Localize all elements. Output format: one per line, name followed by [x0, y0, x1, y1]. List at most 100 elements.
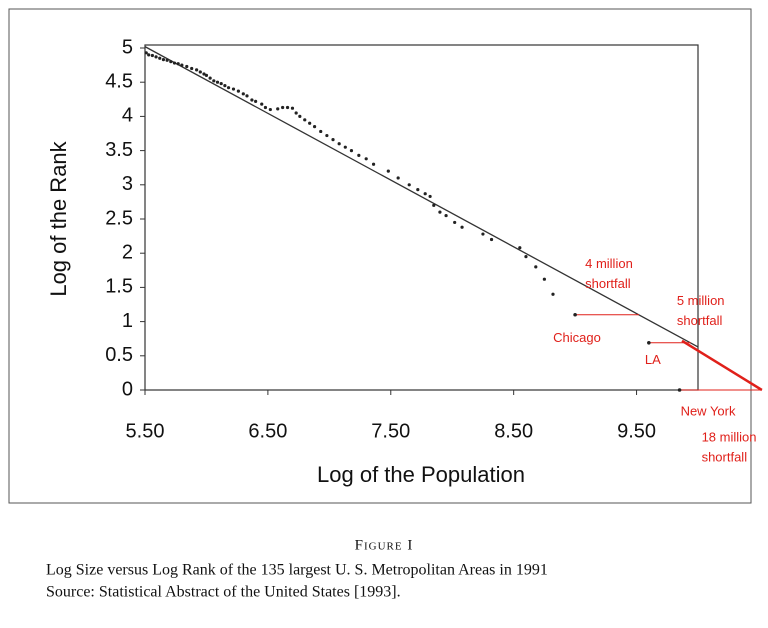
shortfall-label: 18 million [702, 429, 757, 444]
data-point [444, 213, 448, 218]
city-label: New York [681, 403, 736, 418]
data-point [165, 58, 169, 62]
data-point [319, 129, 323, 134]
shortfall-label: 5 million [677, 293, 725, 308]
data-point [481, 232, 485, 236]
data-point [254, 99, 258, 103]
data-point [219, 81, 223, 86]
highlighted-point [647, 341, 651, 345]
y-tick-label: 2 [122, 241, 133, 263]
data-point [212, 79, 216, 83]
y-tick-label: 4 [122, 105, 133, 127]
data-point [204, 73, 209, 77]
data-point [231, 87, 236, 91]
data-point [337, 142, 341, 146]
data-point [223, 84, 227, 88]
data-point [534, 265, 538, 269]
data-point [453, 220, 457, 225]
city-label: Chicago [553, 330, 601, 345]
y-tick-label: 0.5 [105, 344, 133, 366]
figure-label: Figure I [355, 537, 414, 553]
x-tick-label: 8.50 [494, 420, 533, 442]
data-point [423, 192, 427, 196]
data-point [460, 225, 464, 229]
city-label: LA [645, 352, 661, 367]
shortfall-label: shortfall [677, 313, 723, 328]
y-tick-label: 2.5 [105, 207, 133, 229]
data-point [185, 64, 189, 69]
data-point [268, 107, 272, 112]
x-tick-label: 7.50 [371, 420, 410, 442]
data-point [432, 203, 436, 207]
data-point [331, 138, 335, 142]
data-point [524, 255, 528, 259]
data-point [303, 118, 307, 122]
data-point [386, 169, 390, 173]
data-point [312, 125, 317, 129]
data-point [226, 86, 231, 90]
data-point [343, 145, 347, 149]
y-tick-label: 3 [122, 173, 133, 195]
shortfall-label: shortfall [585, 276, 631, 291]
data-point [281, 105, 285, 110]
data-point [208, 76, 212, 80]
data-point [276, 107, 280, 111]
x-tick-label: 9.50 [617, 420, 656, 442]
data-point [190, 66, 194, 71]
data-point [428, 194, 432, 199]
data-point [198, 70, 202, 74]
caption-line: Source: Statistical Abstract of the Unit… [46, 584, 401, 601]
data-point [236, 89, 240, 93]
y-axis-label: Log of the Rank [46, 140, 71, 296]
y-tick-label: 3.5 [105, 139, 133, 161]
data-point [518, 246, 522, 250]
fit-extension [681, 339, 763, 392]
data-point [542, 277, 546, 281]
data-point [154, 55, 158, 59]
x-axis-label: Log of the Population [317, 462, 525, 487]
data-point [158, 56, 162, 60]
data-point [241, 92, 245, 96]
highlighted-point [573, 312, 577, 317]
fit-line [144, 46, 699, 348]
y-tick-label: 1.5 [105, 276, 133, 298]
y-tick-label: 4.5 [105, 70, 133, 92]
data-point [172, 61, 177, 65]
x-tick-label: 5.50 [126, 420, 165, 442]
data-point [144, 51, 148, 55]
x-tick-label: 6.50 [248, 420, 287, 442]
data-point [180, 63, 184, 67]
data-point [551, 292, 555, 296]
shortfall-label: shortfall [702, 449, 748, 464]
data-point [349, 149, 354, 153]
data-point [263, 105, 268, 110]
data-point [364, 157, 368, 161]
data-point [325, 133, 329, 138]
data-point [250, 98, 254, 102]
data-point [290, 106, 295, 110]
caption-line: Log Size versus Log Rank of the 135 larg… [46, 562, 548, 579]
y-tick-label: 5 [122, 36, 133, 58]
data-point [195, 68, 199, 72]
data-point [150, 53, 154, 58]
data-point [169, 60, 173, 64]
data-point [396, 176, 400, 180]
data-point [245, 94, 249, 98]
y-tick-label: 0 [122, 378, 133, 400]
data-point [416, 187, 420, 192]
figure-frame [8, 8, 752, 504]
data-point [438, 210, 442, 214]
data-point [357, 153, 361, 157]
highlighted-point [677, 388, 682, 392]
data-point [202, 72, 206, 76]
data-point [161, 58, 166, 62]
data-point [215, 80, 220, 84]
plot-frame [144, 44, 699, 391]
data-point [294, 111, 298, 115]
data-point [260, 102, 264, 106]
data-point [298, 114, 302, 118]
shortfall-label: 4 million [585, 256, 633, 271]
data-point [176, 62, 180, 66]
